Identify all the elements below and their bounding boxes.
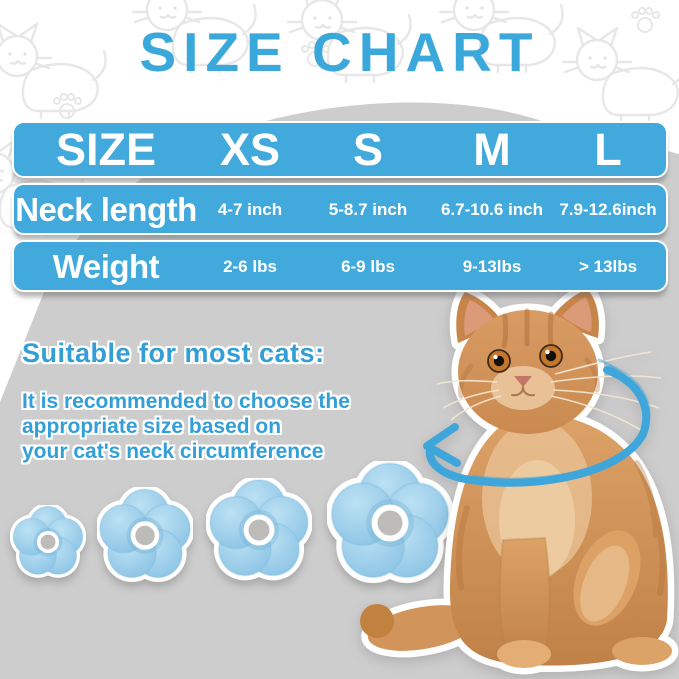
- flower-collar-m: [206, 478, 312, 582]
- header-cell-xs: XS: [219, 124, 281, 175]
- cat-nose: [514, 376, 532, 387]
- row-label-weight: Weight: [52, 247, 160, 285]
- neck-length-row: Neck length 4-7 inch 5-8.7 inch 6.7-10.6…: [12, 183, 668, 235]
- info-paragraph: It is recommended to choose the appropri…: [22, 389, 350, 464]
- neck-circumference-arrow-icon: [423, 358, 651, 487]
- cat-body: [360, 413, 672, 668]
- neck-length-l: 7.9-12.6inch: [559, 199, 657, 219]
- neck-length-xs: 4-7 inch: [217, 199, 283, 219]
- cat-head: [436, 289, 662, 434]
- size-table-header-row: SIZE XS S M L: [12, 121, 668, 178]
- weight-xs: 2-6 lbs: [223, 256, 277, 276]
- header-cell-size: SIZE: [55, 124, 157, 175]
- sizing-info: Suitable for most cats: It is recommende…: [22, 338, 350, 464]
- weight-l: > 13lbs: [578, 256, 638, 276]
- header-cell-l: L: [594, 124, 622, 175]
- page-title: SIZE CHART: [139, 21, 540, 83]
- whiskers: [436, 351, 662, 431]
- flower-collar-xs: [10, 505, 86, 579]
- header-cell-s: S: [352, 124, 383, 175]
- info-line-2: appropriate size based on: [22, 415, 282, 438]
- neck-length-s: 5-8.7 inch: [328, 199, 408, 219]
- row-label-neck-length: Neck length: [15, 190, 197, 228]
- info-heading: Suitable for most cats:: [22, 338, 325, 368]
- weight-m: 9-13lbs: [462, 256, 522, 276]
- neck-length-m: 6.7-10.6 inch: [440, 199, 544, 219]
- orange-tabby-cat: [360, 288, 679, 675]
- header-cell-m: M: [473, 124, 511, 175]
- raised-paw: [573, 530, 641, 626]
- info-line-1: It is recommended to choose the: [22, 390, 350, 413]
- cat-eyes: [487, 344, 563, 373]
- weight-s: 6-9 lbs: [341, 256, 395, 276]
- info-line-3: your cat's neck circumference: [22, 440, 324, 463]
- tabby-stripes: [458, 308, 600, 399]
- flower-collar-s: [97, 487, 193, 583]
- weight-row: Weight 2-6 lbs 6-9 lbs 9-13lbs > 13lbs: [12, 240, 668, 292]
